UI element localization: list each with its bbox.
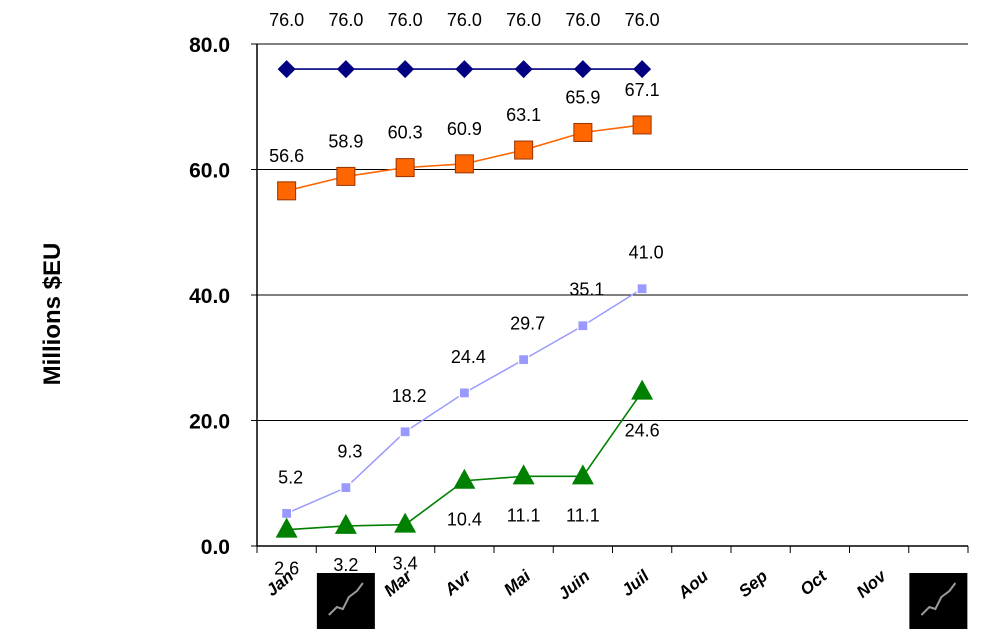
category-image-trace <box>328 582 364 616</box>
x-tick-label: Juil <box>618 566 654 600</box>
diamond-marker <box>277 60 296 79</box>
square-marker <box>395 158 415 178</box>
small-square-marker <box>636 283 648 295</box>
data-label: 76.0 <box>565 10 600 30</box>
triangle-marker <box>453 468 476 489</box>
square-marker <box>336 166 356 186</box>
data-label: 24.4 <box>451 347 486 367</box>
triangle-marker <box>394 512 417 533</box>
square-marker <box>632 115 652 135</box>
x-tick-label: Nov <box>853 566 891 602</box>
data-label: 41.0 <box>629 243 664 263</box>
square-marker <box>573 122 593 142</box>
category-image-trace <box>920 582 957 616</box>
data-label: 10.4 <box>447 510 482 530</box>
x-tick-label: Avr <box>440 566 476 600</box>
data-label: 58.9 <box>328 131 363 151</box>
small-square-marker <box>577 320 589 332</box>
data-label: 29.7 <box>510 314 545 334</box>
axes <box>251 43 969 553</box>
data-label: 65.9 <box>565 87 600 107</box>
data-label: 11.1 <box>507 505 541 525</box>
y-tick-label: 60.0 <box>189 160 230 183</box>
square-marker <box>454 154 474 174</box>
data-label: 63.1 <box>506 105 541 125</box>
diamond-marker <box>336 60 355 79</box>
data-label: 3.2 <box>333 555 358 575</box>
data-label: 76.0 <box>328 10 363 30</box>
x-tick-label: Sep <box>735 567 771 602</box>
diamond-marker <box>633 60 652 79</box>
data-label: 76.0 <box>269 10 304 30</box>
x-tick-label: Juin <box>554 567 593 604</box>
small-square-marker <box>281 507 293 519</box>
small-square-marker <box>399 426 411 438</box>
data-label: 76.0 <box>388 10 423 30</box>
data-labels: 76.0 76.0 76.0 76.0 76.0 76.0 76.0 56.6 58.9 60.3… <box>269 10 664 579</box>
data-label: 18.2 <box>392 386 427 406</box>
thumbnail-images <box>316 573 968 629</box>
y-axis-label: Millions $EU <box>39 243 66 386</box>
data-label: 24.6 <box>625 421 660 441</box>
data-label: 9.3 <box>337 442 362 462</box>
series-group <box>275 60 654 538</box>
diamond-marker <box>573 60 592 79</box>
x-tick-label: Oct <box>797 566 832 600</box>
data-label: 67.1 <box>625 80 660 100</box>
data-label: 11.1 <box>566 505 600 525</box>
small-square-marker <box>458 387 470 399</box>
diamond-marker <box>514 60 533 79</box>
diamond-marker <box>396 60 415 79</box>
x-tick-label: Aou <box>674 566 713 603</box>
data-label: 5.2 <box>278 467 303 487</box>
data-label: 2.6 <box>274 559 299 579</box>
data-label: 76.0 <box>447 10 482 30</box>
y-tick-label: 80.0 <box>189 34 230 57</box>
square-marker <box>514 140 534 160</box>
y-tick-label: 0.0 <box>201 536 230 559</box>
triangle-marker <box>631 379 654 400</box>
data-label: 35.1 <box>569 280 604 300</box>
small-square-marker <box>518 354 530 366</box>
y-tick-labels: 0.0 20.0 40.0 60.0 80.0 <box>189 34 230 559</box>
data-label: 60.9 <box>447 119 482 139</box>
data-label: 60.3 <box>388 123 423 143</box>
y-tick-label: 40.0 <box>189 285 230 308</box>
data-label: 76.0 <box>506 10 541 30</box>
triangle-marker <box>275 517 298 538</box>
square-marker <box>277 181 297 201</box>
data-label: 3.4 <box>393 554 418 574</box>
data-label: 76.0 <box>625 10 660 30</box>
triangle-marker <box>571 464 594 485</box>
gridlines <box>257 43 968 421</box>
y-tick-label: 20.0 <box>189 411 230 434</box>
triangle-marker <box>512 464 535 485</box>
data-label: 56.6 <box>269 146 304 166</box>
small-square-marker <box>340 482 352 494</box>
triangle-marker <box>334 513 357 534</box>
diamond-marker <box>455 60 474 79</box>
x-tick-label: Mai <box>500 566 535 600</box>
